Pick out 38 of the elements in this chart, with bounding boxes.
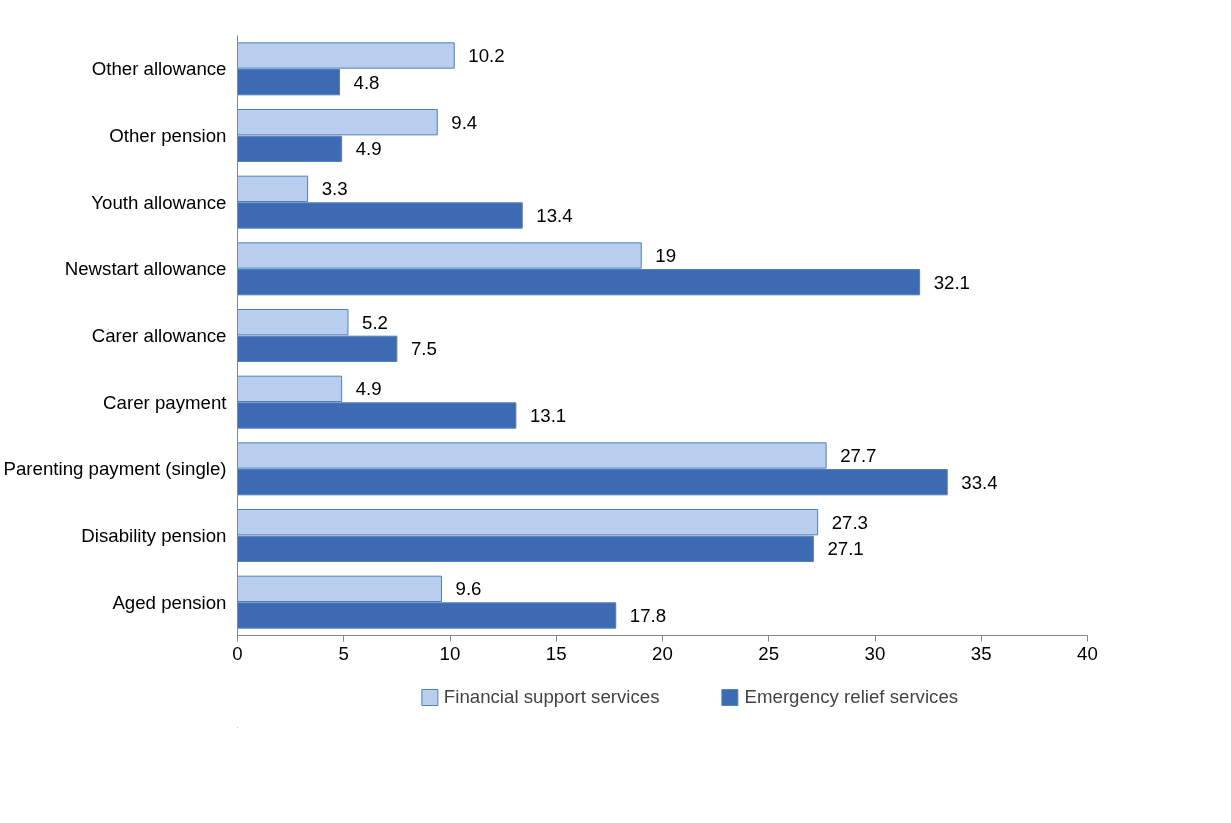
data-label: 27.1 [827, 538, 864, 560]
x-tick-label: 25 [758, 642, 780, 664]
y-tick-label: Disability pension [81, 525, 227, 546]
data-label: 7.5 [410, 338, 437, 360]
y-tick-label: Other allowance [91, 58, 227, 80]
data-label: 3.3 [321, 178, 348, 200]
data-label: 27.7 [840, 445, 877, 466]
data-label: 27.3 [831, 511, 868, 533]
data-label: 17.8 [629, 605, 667, 626]
y-tick-label: Carer payment [103, 391, 228, 413]
data-label: 33.4 [961, 471, 998, 493]
legend-label: Financial support services [443, 686, 660, 708]
x-tick-label: 0 [232, 642, 243, 664]
y-tick-label: Youth allowance [91, 191, 227, 213]
y-tick-label: Carer allowance [91, 325, 227, 346]
data-label: 13.4 [536, 205, 573, 226]
x-tick-label: 40 [1077, 642, 1098, 664]
x-tick-label: 5 [338, 642, 349, 664]
x-tick-label: 35 [970, 642, 992, 664]
y-tick-label: Aged pension [112, 591, 227, 613]
data-label: 13.1 [529, 405, 567, 426]
y-tick-label: Other pension [109, 125, 227, 146]
data-label: 9.4 [451, 111, 478, 133]
data-label: 4.8 [353, 71, 380, 93]
legend-label: Emergency relief services [744, 686, 959, 708]
x-tick-label: 15 [545, 642, 567, 664]
data-label: 10.2 [468, 45, 505, 66]
x-tick-label: 30 [864, 642, 886, 664]
data-label: 4.9 [355, 378, 382, 400]
y-tick-label: Parenting payment (single) [3, 458, 227, 480]
y-tick-label: Newstart allowance [64, 258, 227, 280]
x-tick-label: 20 [652, 642, 673, 664]
x-tick-label: 10 [439, 642, 461, 664]
data-label: 19 [655, 245, 677, 266]
data-label: 4.9 [355, 138, 382, 160]
data-label: 32.1 [933, 271, 970, 293]
data-label: 5.2 [362, 311, 388, 333]
data-label: 9.6 [455, 578, 482, 600]
